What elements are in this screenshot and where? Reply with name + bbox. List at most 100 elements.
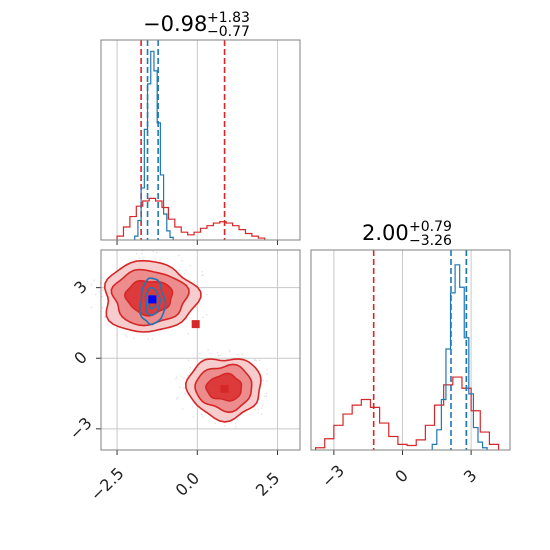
contour-sample-point <box>178 254 180 257</box>
contour-sample-point <box>202 316 204 318</box>
contour-sample-point <box>179 386 181 388</box>
contour-sample-point <box>254 408 256 411</box>
contour-sample-point <box>125 334 127 336</box>
contour-sample-point <box>101 296 104 298</box>
hist-x-title-value: −0.98 <box>143 12 207 36</box>
contour-sample-point <box>214 422 217 424</box>
contour-sample-point <box>266 372 268 375</box>
contour-sample-point <box>216 351 219 354</box>
contour-sample-point <box>235 426 237 428</box>
hist-y-tick-label: 0 <box>391 466 412 487</box>
contour-sample-point <box>151 338 153 340</box>
contour-sample-point <box>224 425 226 427</box>
contour-sample-point <box>187 359 190 361</box>
contour-sample-point <box>261 413 263 415</box>
contour-sample-point <box>90 284 92 286</box>
contour-frame <box>100 249 301 451</box>
contour-sample-point <box>201 271 203 273</box>
contour-sample-point <box>228 349 231 351</box>
hist-y-red-step <box>314 376 500 450</box>
contour-blue-level-1 <box>139 277 167 326</box>
contour-sample-point <box>266 380 268 382</box>
contour-sample-point <box>175 378 177 380</box>
contour-sample-point <box>206 314 208 316</box>
contour-sample-point <box>202 274 204 276</box>
contour-sample-point <box>141 252 143 255</box>
contour-sample-point <box>187 333 189 335</box>
hist-y-title-upper: +0.79 <box>409 219 452 235</box>
contour-sample-point <box>102 289 104 292</box>
contour-sample-point <box>182 408 184 410</box>
contour-sample-point <box>90 306 93 309</box>
hist-y-frame <box>310 249 511 451</box>
contour-sample-point <box>101 276 104 279</box>
contour-sample-point <box>257 408 259 411</box>
contour-sample-point <box>207 349 209 351</box>
hist-y-title-lower: −3.26 <box>409 233 452 249</box>
contour-x-tick-label: 2.5 <box>252 468 283 499</box>
contour-sample-point <box>159 259 161 261</box>
contour-y-tick-label: −3 <box>66 413 96 443</box>
contour-sample-point <box>116 334 118 337</box>
contour-sample-point <box>180 375 182 377</box>
contour-sample-point <box>183 387 185 389</box>
contour-sample-point <box>93 279 95 281</box>
contour-sample-point <box>206 294 208 296</box>
contour-sample-point <box>254 359 256 361</box>
contour-blue-level-2 <box>144 286 161 317</box>
contour-sample-point <box>235 423 237 425</box>
contour-sample-point <box>179 269 181 272</box>
contour-sample-point <box>133 337 135 340</box>
contour-sample-point <box>241 353 244 355</box>
contour-sample-point <box>229 351 231 353</box>
contour-sample-point <box>104 316 106 319</box>
hist-x-blue-step <box>134 50 174 240</box>
contour-sample-point <box>186 318 188 320</box>
contour-sample-point <box>261 376 263 378</box>
contour-sample-point <box>184 392 186 395</box>
contour-sample-point <box>152 250 155 253</box>
contour-red-marker <box>191 320 200 329</box>
contour-sample-point <box>126 336 128 338</box>
contour-sample-point <box>198 352 200 354</box>
hist-x-red-step <box>116 197 266 240</box>
contour-sample-point <box>265 392 268 395</box>
contour-sample-point <box>176 376 178 378</box>
contour-sample-point <box>257 412 259 414</box>
contour-sample-point <box>266 368 268 370</box>
contour-sample-point <box>255 360 257 362</box>
hist-y-panel: −3 0 3 <box>310 249 511 491</box>
contour-sample-point <box>191 406 193 408</box>
contour-sample-point <box>176 398 178 400</box>
contour-y-tick-label: 0 <box>70 348 91 369</box>
contour-sample-point <box>258 359 261 361</box>
contour-sample-point <box>195 306 197 308</box>
contour-sample-point <box>187 374 189 377</box>
contour-sample-point <box>155 251 158 254</box>
hist-y-tick-label: −3 <box>318 461 348 491</box>
contour-x-tick-label: 0.0 <box>172 468 203 499</box>
contour-sample-point <box>99 282 101 284</box>
contour-sample-point <box>177 396 179 399</box>
contour-sample-point <box>260 407 263 409</box>
contour-sample-point <box>189 265 192 267</box>
contour-x-tick-label: −2.5 <box>87 464 128 505</box>
contour-sample-point <box>98 291 100 293</box>
contour-red-marker <box>220 384 229 393</box>
contour-sample-point <box>147 338 149 340</box>
contour-sample-point <box>192 416 195 418</box>
contour-y-tick-label: 3 <box>70 277 91 298</box>
hist-x-panel <box>100 39 301 245</box>
contour-sample-point <box>201 413 203 416</box>
contour-sample-point <box>236 418 239 420</box>
contour-sample-point <box>217 355 219 357</box>
contour-sample-point <box>236 353 239 356</box>
contour-sample-point <box>183 377 185 379</box>
contour-sample-point <box>219 354 221 357</box>
contour-sample-point <box>266 395 268 397</box>
hist-y-title-value: 2.00 <box>362 221 409 245</box>
contour-sample-point <box>264 395 266 398</box>
hist-y-tick-label: 3 <box>460 466 481 487</box>
contour-sample-point <box>94 293 97 296</box>
